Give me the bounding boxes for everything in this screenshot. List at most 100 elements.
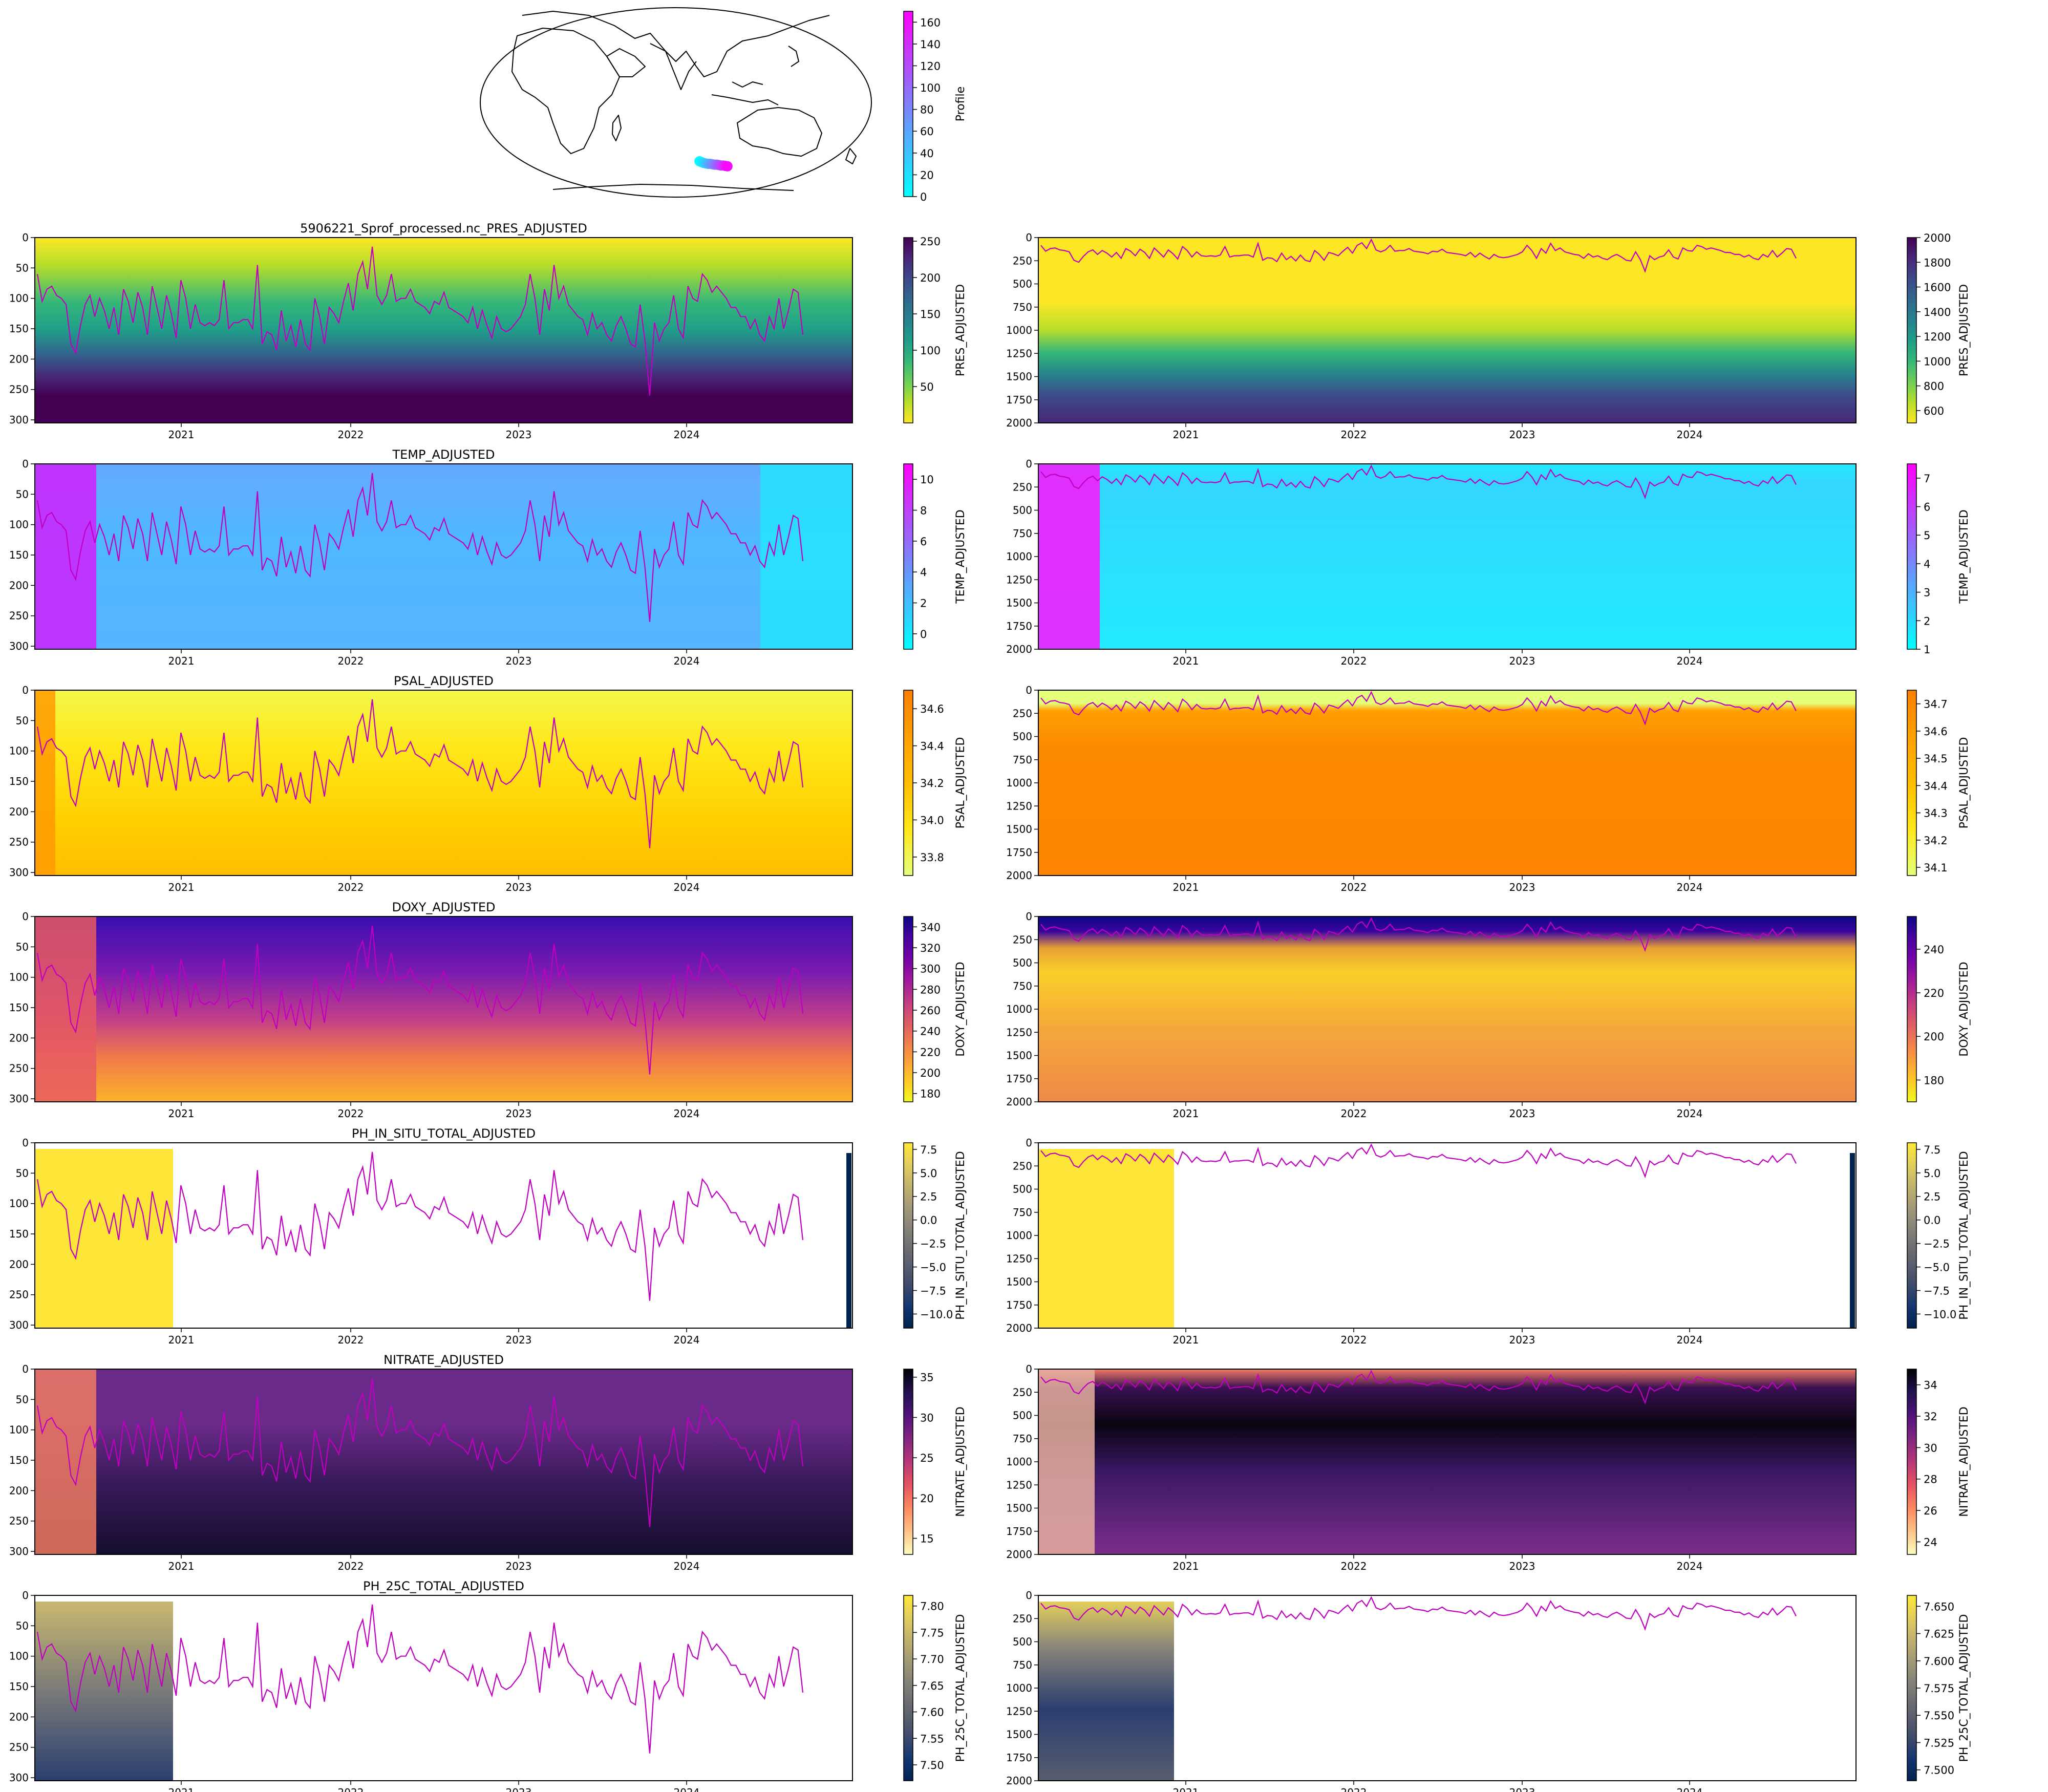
y-tick-label: 0 [22,684,29,696]
colorbar-tick-label: 30 [1924,1442,1937,1454]
x-tick-label: 2023 [506,1560,532,1572]
mixed-layer-line [1040,238,1797,273]
x-tick-label: 2022 [338,1786,364,1792]
y-tick-label: 500 [1013,731,1032,743]
panel-12: 0 250 500 750 1000 1250 1500 1750 2000 2021 2022 20… [1006,1363,1971,1572]
colorbar-tick-label: 34.5 [1924,753,1948,765]
y-tick-label: 100 [9,745,29,757]
colorbar-tick-label: 2 [1924,615,1930,627]
heatmap-late-band [760,464,852,649]
x-tick-label: 2022 [338,655,364,667]
y-tick-label: 0 [22,231,29,244]
x-tick-label: 2024 [674,429,700,441]
y-tick-label: 2000 [1006,417,1032,429]
heatmap-data-block [35,1602,173,1781]
y-tick-label: 50 [16,262,29,274]
y-tick-label: 250 [9,1741,29,1754]
colorbar-tick-label: 26 [1924,1505,1937,1517]
y-tick-label: 1500 [1006,1502,1032,1514]
y-tick-label: 1250 [1006,800,1032,812]
x-tick-label: 2021 [168,1786,195,1792]
y-tick-label: 300 [9,640,29,652]
colorbar-bar [903,463,913,650]
y-tick-label: 0 [1026,1363,1032,1375]
x-tick-label: 2023 [1509,1107,1535,1120]
y-tick-label: 1000 [1006,777,1032,789]
y-tick-label: 2000 [1006,643,1032,655]
y-tick-label: 150 [9,323,29,335]
x-tick-label: 2023 [506,429,532,441]
panel-1: 0 50 100 150 200 250 300 2021 2022 2023 2024 590622… [9,221,967,441]
colorbar-tick-label: 100 [920,345,941,357]
heatmap-field [1038,1595,1856,1781]
colorbar-tick-label: 7.550 [1924,1710,1954,1722]
colorbar-bar [1907,690,1917,876]
panel-frame [34,1595,853,1781]
y-tick-label: 1000 [1006,1456,1032,1468]
colorbar-tick-label: 300 [920,963,941,975]
y-tick-label: 250 [1013,1160,1032,1172]
y-tick-label: 150 [9,1001,29,1014]
panel-frame [34,916,853,1102]
colorbar-tick-label: 0 [920,628,927,641]
colorbar-tick-label: 5.0 [920,1167,937,1180]
mixed-layer-line [36,246,804,396]
colorbar-tick-label: 5 [1924,529,1930,542]
y-tick-label: 1250 [1006,1705,1032,1717]
colorbar-tick-label: 6 [1924,501,1930,514]
heatmap-field [35,916,852,1102]
y-tick-label: 500 [1013,1183,1032,1196]
y-tick-label: 50 [16,1619,29,1632]
colorbar-tick-label: 34.6 [1924,726,1948,738]
panel-5: 0 50 100 150 200 250 300 2021 2022 2023 2024 PSAL_A… [9,674,967,893]
x-tick-label: 2024 [1677,1107,1703,1120]
x-tick-label: 2024 [674,1560,700,1572]
y-tick-label: 200 [9,1032,29,1044]
colorbar-tick-label: 260 [920,1005,941,1017]
panel-8: 0 250 500 750 1000 1250 1500 1750 2000 2021 2022 20… [1006,910,1971,1120]
colorbar-tick-label: 7.525 [1924,1737,1954,1749]
colorbar-tick-label: 34.4 [920,740,944,753]
y-tick-label: 250 [1013,1386,1032,1398]
heatmap-early-band [35,916,96,1102]
heatmap-field [1038,238,1856,423]
y-tick-label: 50 [16,1393,29,1405]
heatmap-field [35,690,852,876]
colorbar-bar [1907,1595,1917,1781]
y-tick-label: 500 [1013,278,1032,290]
colorbar-tick-label: −10.0 [920,1308,953,1320]
y-tick-label: 0 [1026,1137,1032,1149]
colorbar-tick-label: 600 [1924,405,1944,417]
colorbar-tick-label: 220 [1924,987,1944,999]
x-tick-label: 2022 [338,1334,364,1346]
y-tick-label: 1750 [1006,1299,1032,1311]
y-tick-label: 1500 [1006,823,1032,836]
colorbar-tick-label: 7.75 [920,1627,944,1639]
colorbar-bar [903,11,913,197]
coastlines [511,11,857,191]
colorbar-label: Profile [954,87,967,121]
x-tick-label: 2022 [1341,1560,1367,1572]
colorbar-label: TEMP_ADJUSTED [954,509,967,604]
colorbar-tick-label: 34.0 [920,814,944,826]
y-tick-label: 0 [22,1363,29,1375]
y-tick-label: 250 [1013,1612,1032,1625]
colorbar-tick-label: 200 [920,272,941,284]
y-tick-label: 100 [9,292,29,305]
colorbar-tick-label: 180 [1924,1074,1944,1086]
y-tick-label: 1000 [1006,550,1032,563]
y-tick-label: 1500 [1006,1276,1032,1288]
colorbar-tick-label: 140 [920,38,941,51]
colorbar-tick-label: 4 [920,566,927,579]
y-tick-label: 750 [1013,980,1032,992]
colorbar-tick-label: 0 [920,191,927,203]
colorbar-label: PSAL_ADJUSTED [1958,737,1971,829]
y-tick-label: 750 [1013,1433,1032,1445]
y-tick-label: 1250 [1006,573,1032,586]
x-tick-label: 2022 [1341,1334,1367,1346]
heatmap-field [1038,1143,1856,1328]
heatmap-early-band [1038,464,1100,649]
colorbar-label: PH_IN_SITU_TOTAL_ADJUSTED [1958,1151,1971,1319]
mixed-layer-line [36,1604,804,1754]
